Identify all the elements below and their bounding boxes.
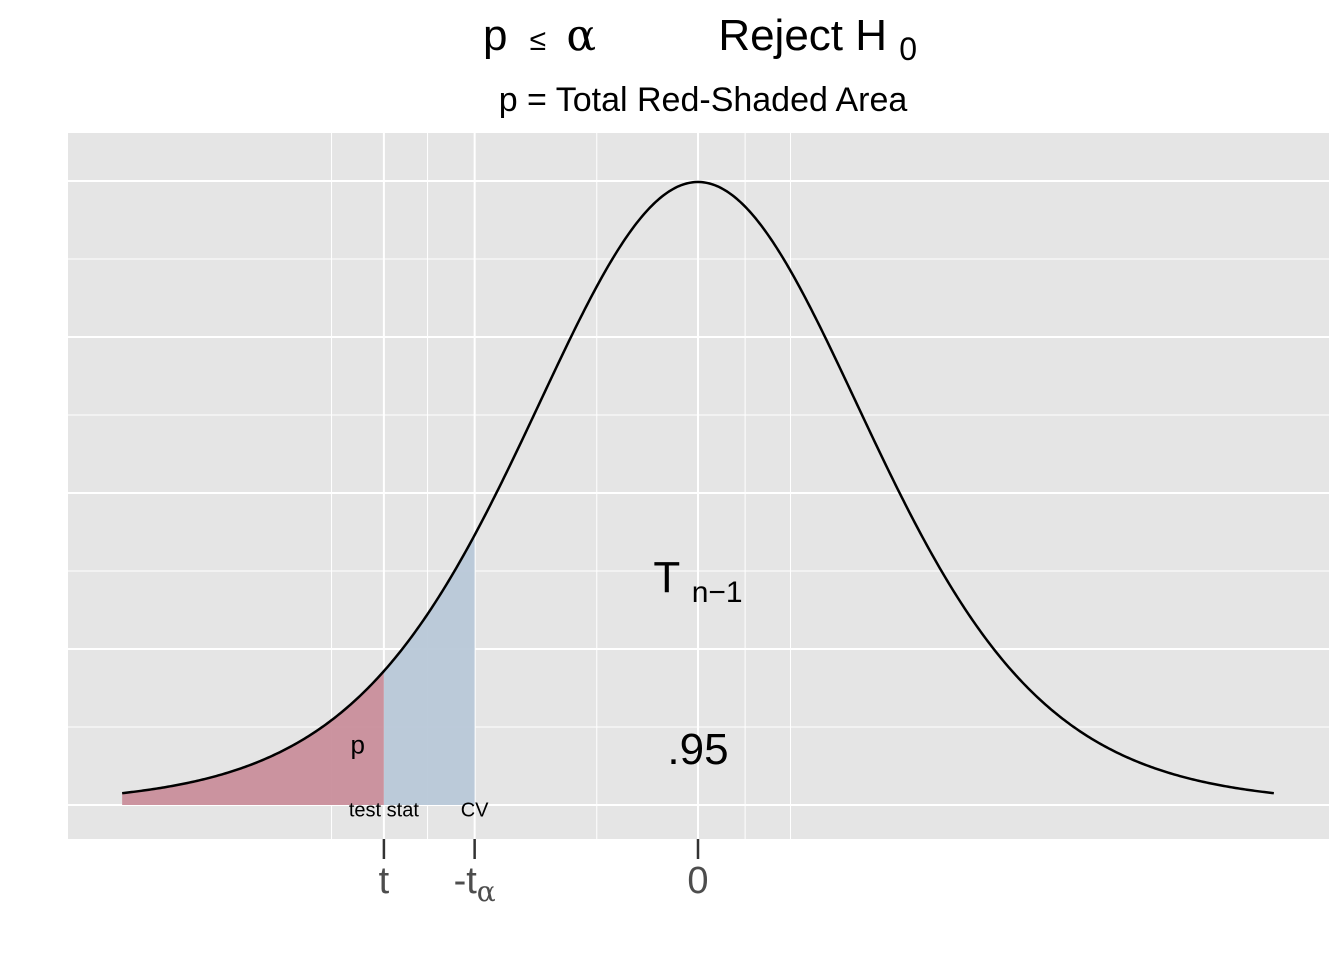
p-value-region-area — [122, 671, 384, 805]
annotation-p: p — [350, 730, 364, 760]
x-axis-ticks: t -tα 0 — [379, 839, 709, 908]
x-tick-label-main: t — [379, 860, 390, 902]
x-tick-label: t — [379, 860, 390, 902]
title-le: ≤ — [530, 24, 546, 57]
annotations: p test stat CV .95 — [349, 725, 729, 822]
chart-subtitle: p = Total Red-Shaded Area — [499, 81, 908, 119]
alpha-region-area — [383, 535, 475, 805]
title-decision-sub: 0 — [899, 31, 917, 67]
annotation-test-stat: test stat — [349, 800, 419, 822]
x-tick-label: 0 — [687, 860, 708, 902]
title-decision: Reject H — [718, 11, 887, 60]
annotation-conf: .95 — [667, 725, 728, 774]
annotation-cv: CV — [461, 800, 489, 822]
distribution-label-main: T — [653, 553, 679, 602]
x-tick-label-main: 0 — [687, 860, 708, 902]
x-tick-label-sub: α — [477, 875, 496, 908]
x-tick-label: -tα — [454, 860, 496, 908]
x-tick-label-main: -t — [454, 860, 478, 902]
distribution-label: T n−1 — [653, 553, 742, 609]
distribution-label-sub: n−1 — [692, 576, 743, 609]
title-alpha: α — [566, 10, 596, 61]
title-p: p — [483, 11, 507, 60]
svg-text:p ≤ α Reject: p ≤ α Reject H 0 — [483, 10, 917, 67]
chart-title: p ≤ α Reject H 0 — [483, 10, 917, 67]
shaded-regions — [122, 535, 475, 805]
density-curve — [122, 180, 1274, 795]
